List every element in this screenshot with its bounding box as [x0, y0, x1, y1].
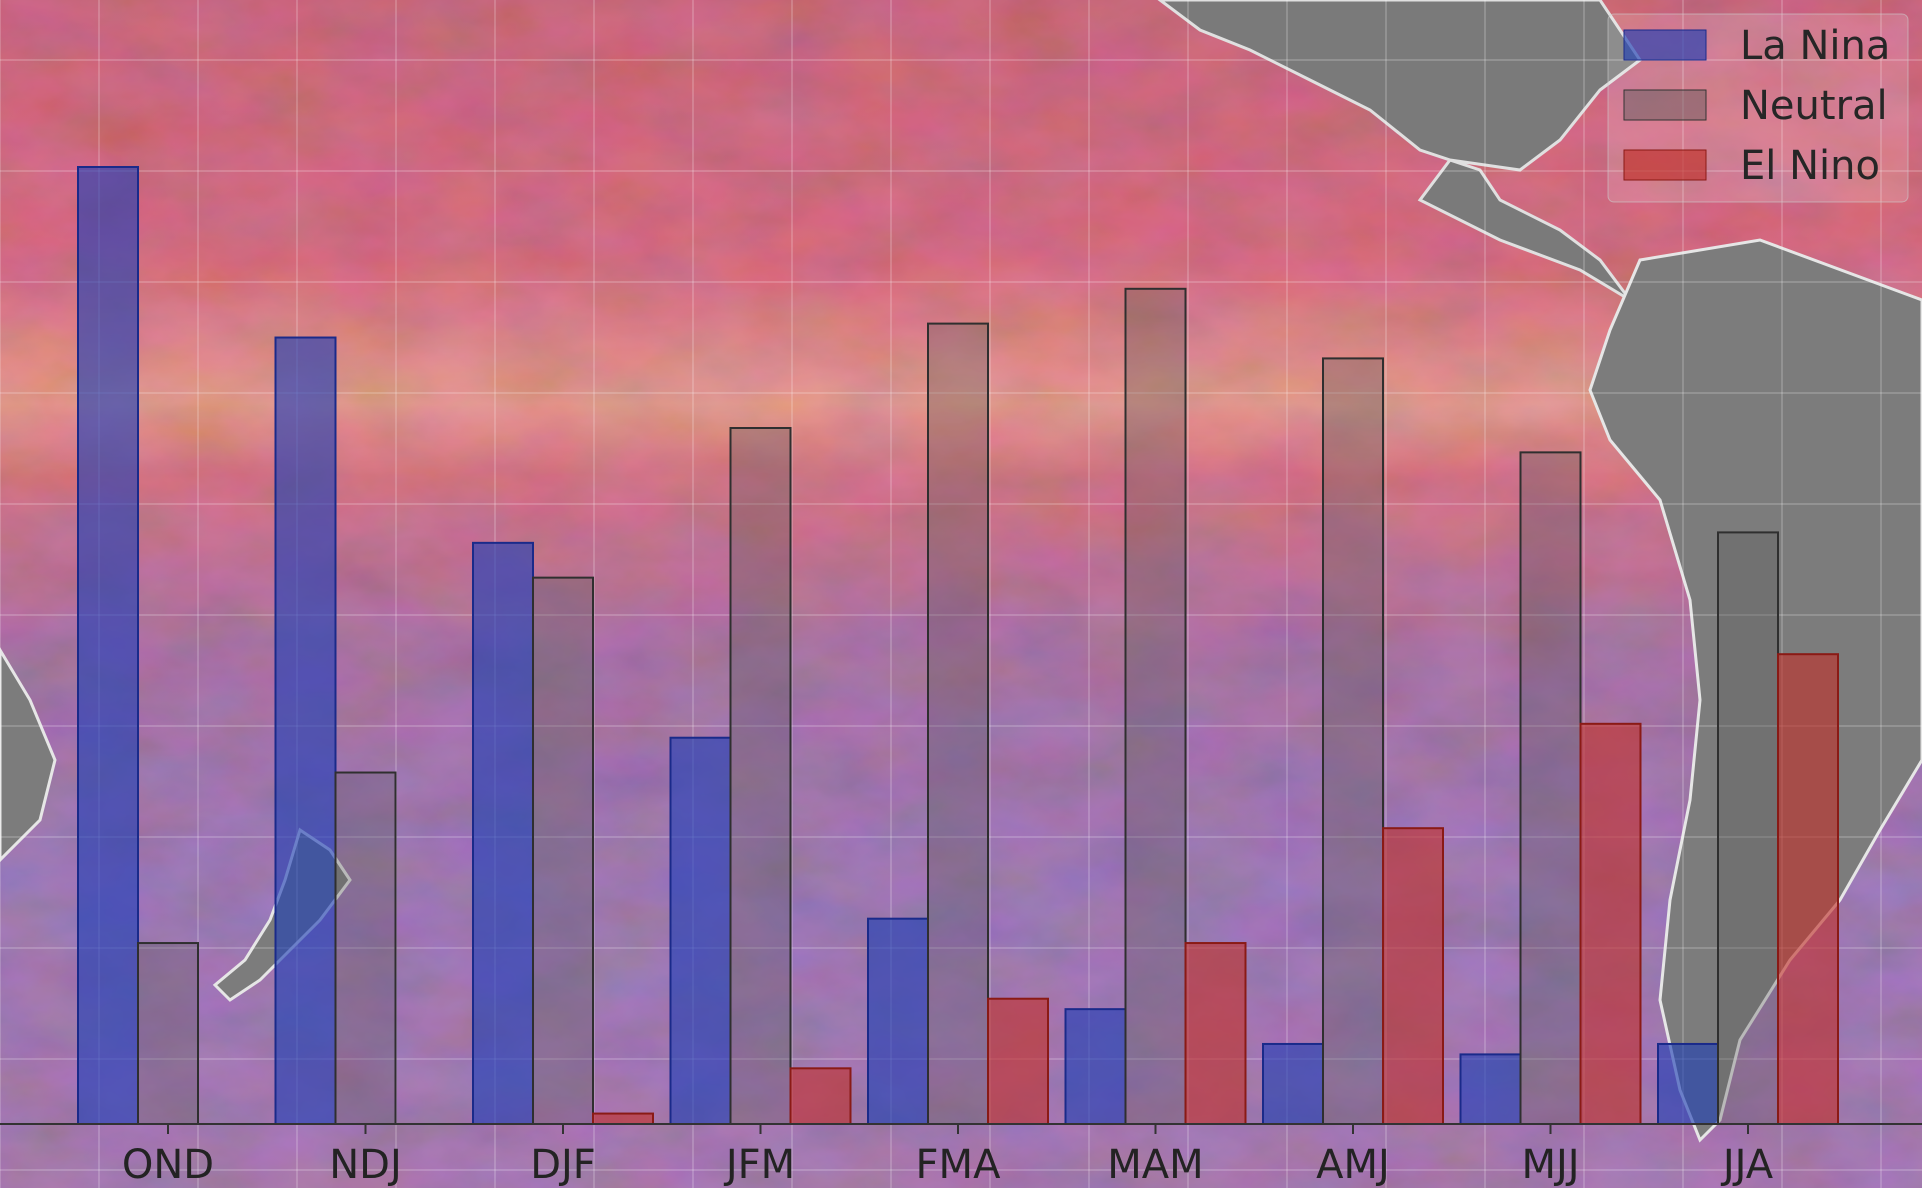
x-tick-label: DJF: [530, 1142, 596, 1188]
bar-el-nino-jfm: [789, 1067, 852, 1125]
bar-la-nina-jfm: [669, 736, 732, 1125]
bar-neutral-mam: [1124, 287, 1187, 1125]
bar-el-nino-jja: [1777, 653, 1839, 1125]
x-tick-label: JFM: [723, 1142, 795, 1188]
bar-neutral-fma: [927, 322, 989, 1126]
bar-la-nina-amj: [1262, 1042, 1324, 1125]
x-tick-label: MJJ: [1521, 1142, 1579, 1188]
x-tick-label: MAM: [1107, 1142, 1203, 1188]
legend-swatch-neutral: [1623, 89, 1707, 121]
bar-la-nina-ndj: [274, 336, 337, 1125]
bar-la-nina-ond: [77, 166, 139, 1125]
bar-el-nino-mjj: [1579, 722, 1642, 1125]
bar-la-nina-fma: [867, 917, 929, 1125]
x-tick-label: OND: [122, 1142, 214, 1188]
legend-label-neutral: Neutral: [1740, 83, 1888, 129]
land-australia: [0, 647, 57, 863]
bar-neutral-djf: [532, 576, 594, 1125]
legend: La Nina Neutral El Nino: [1607, 13, 1909, 203]
bar-la-nina-mjj: [1459, 1053, 1522, 1126]
x-ticks: OND NDJ DJF JFM FMA MAM AMJ MJJ JJA: [122, 1124, 1774, 1188]
x-tick-label: AMJ: [1316, 1142, 1390, 1188]
bar-neutral-amj: [1322, 357, 1384, 1125]
bar-la-nina-jja: [1657, 1042, 1719, 1125]
x-tick-label: NDJ: [329, 1142, 402, 1188]
legend-label-la-nina: La Nina: [1740, 23, 1890, 69]
legend-swatch-la-nina: [1623, 29, 1707, 61]
legend-swatch-el-nino: [1623, 149, 1707, 181]
legend-label-el-nino: El Nino: [1740, 143, 1880, 189]
bar-el-nino-mam: [1184, 942, 1247, 1125]
bar-el-nino-amj: [1382, 827, 1444, 1125]
bar-neutral-jfm: [729, 427, 792, 1125]
bar-neutral-ond: [137, 942, 199, 1125]
bar-el-nino-djf: [592, 1112, 654, 1126]
bar-neutral-ndj: [334, 771, 397, 1126]
bar-el-nino-fma: [987, 997, 1049, 1125]
bar-la-nina-mam: [1064, 1008, 1127, 1125]
bar-neutral-jja: [1717, 531, 1779, 1125]
bar-neutral-mjj: [1519, 451, 1582, 1125]
bar-la-nina-djf: [472, 541, 534, 1125]
x-tick-label: FMA: [916, 1142, 1002, 1188]
x-tick-label: JJA: [1720, 1142, 1774, 1188]
